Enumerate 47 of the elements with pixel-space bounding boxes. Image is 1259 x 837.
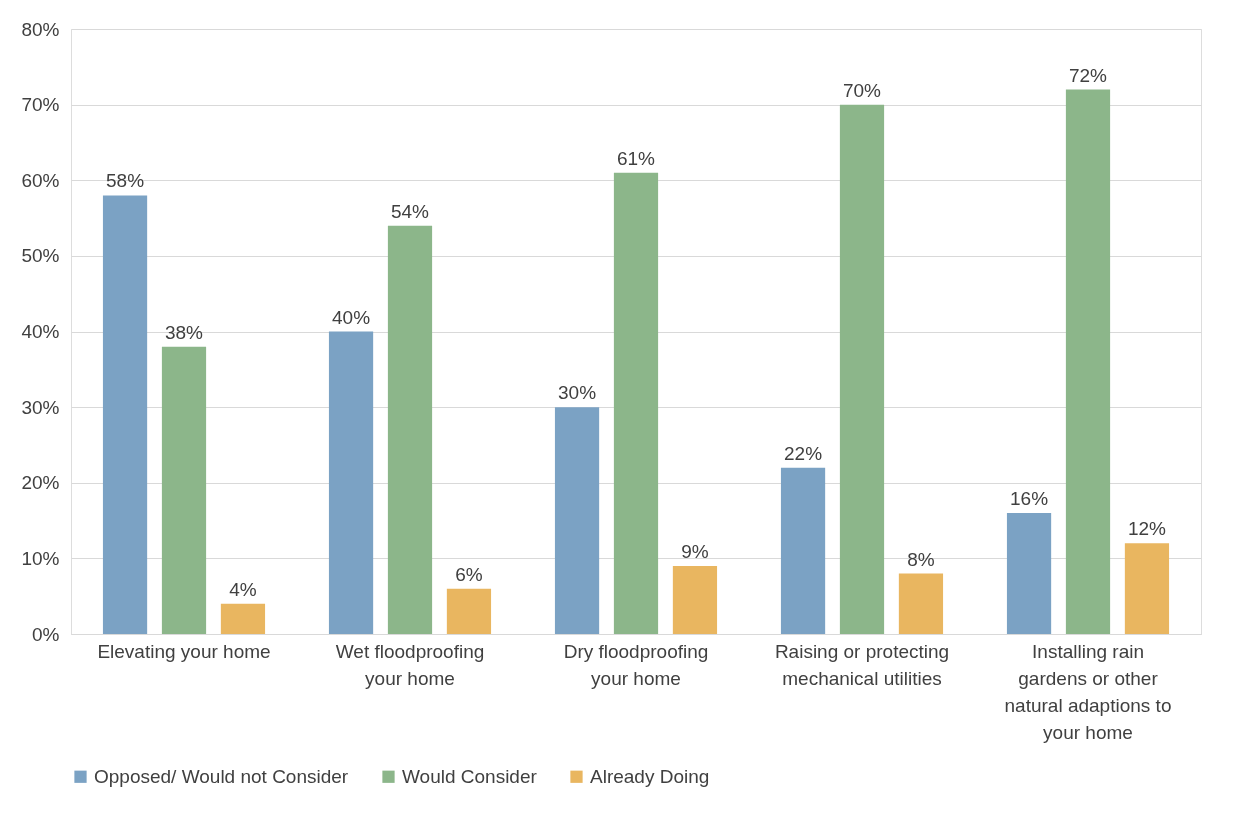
x-tick-label: Dry floodproofing your home xyxy=(563,640,709,689)
data-label: 6% xyxy=(455,563,483,585)
y-tick-label: 70% xyxy=(21,94,60,116)
legend-label: Would Consider xyxy=(402,765,538,787)
y-tick-label: 50% xyxy=(21,245,60,267)
bar xyxy=(387,225,433,634)
data-label: 4% xyxy=(229,578,257,600)
data-label: 40% xyxy=(332,306,371,328)
y-tick-label: 30% xyxy=(21,396,60,418)
bar xyxy=(1006,513,1052,634)
data-label: 9% xyxy=(681,540,709,562)
y-tick-label: 40% xyxy=(21,321,60,342)
y-tick-label: 20% xyxy=(21,472,60,494)
data-label: 38% xyxy=(164,321,204,343)
bar xyxy=(328,331,374,634)
bar xyxy=(1124,543,1170,634)
data-label: 58% xyxy=(106,170,145,192)
data-label: 72% xyxy=(1068,64,1108,86)
bar xyxy=(1065,89,1111,634)
bar xyxy=(446,588,492,634)
data-label: 22% xyxy=(784,442,823,464)
bar xyxy=(613,172,659,634)
data-label: 8% xyxy=(907,548,935,570)
y-tick-label: 80% xyxy=(21,18,60,40)
data-label: 12% xyxy=(1127,518,1167,540)
y-tick-label: 10% xyxy=(21,547,60,569)
x-tick-label: Wet floodproofing your home xyxy=(335,640,485,689)
data-label: 30% xyxy=(558,382,597,404)
y-tick-label: 60% xyxy=(21,169,60,191)
x-tick-label: Raising or protecting mechanical utilities xyxy=(774,640,950,689)
bar xyxy=(898,573,944,634)
bar xyxy=(554,407,600,634)
data-label: 16% xyxy=(1010,488,1049,509)
bar xyxy=(161,346,207,634)
bar xyxy=(220,603,266,634)
x-tick-label: Elevating your home xyxy=(97,640,271,662)
data-label: 70% xyxy=(842,79,882,101)
data-label: 54% xyxy=(390,200,430,222)
data-label: 61% xyxy=(616,147,656,169)
legend-label: Opposed/ Would not Consider xyxy=(94,765,349,787)
bar xyxy=(780,467,826,634)
bar xyxy=(672,565,718,634)
legend-label: Already Doing xyxy=(590,765,710,787)
y-tick-label: 0% xyxy=(32,623,60,645)
bar xyxy=(839,104,885,634)
x-tick-label: Installing rain gardens or other natural adaptions to your home xyxy=(1004,640,1172,743)
bar xyxy=(102,195,148,634)
